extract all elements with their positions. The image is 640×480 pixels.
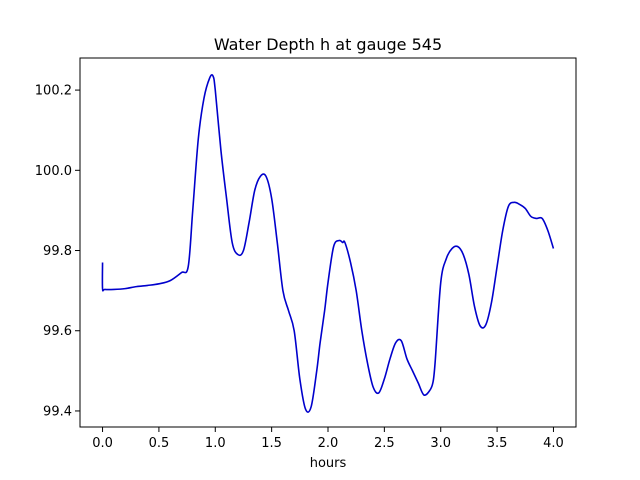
x-tick-label: 2.5 <box>374 436 395 451</box>
plot-frame <box>79 57 577 428</box>
x-tick-label: 3.0 <box>430 436 451 451</box>
x-tick-label: 1.0 <box>205 436 226 451</box>
x-tick-label: 0.0 <box>92 436 113 451</box>
y-axis-ticks: 99.4 99.6 99.8 100.0 100.2 <box>35 84 80 419</box>
x-tick-label: 0.5 <box>149 436 170 451</box>
x-axis-label: hours <box>310 456 347 471</box>
series-line-0 <box>101 74 555 413</box>
x-tick-label: 1.5 <box>261 436 282 451</box>
y-tick-label: 100.2 <box>35 84 72 99</box>
x-axis-ticks: 0.0 0.5 1.0 1.5 2.0 2.5 3.0 3.5 4.0 <box>92 427 564 451</box>
y-tick-label: 99.4 <box>43 404 72 419</box>
y-tick-label: 99.8 <box>43 244 72 259</box>
y-tick-label: 99.6 <box>43 324 72 339</box>
y-tick-label: 100.0 <box>35 164 72 179</box>
chart-title: Water Depth h at gauge 545 <box>214 35 442 54</box>
x-tick-label: 2.0 <box>318 436 339 451</box>
plot-layer <box>101 74 555 413</box>
x-tick-label: 4.0 <box>543 436 564 451</box>
x-tick-label: 3.5 <box>487 436 508 451</box>
